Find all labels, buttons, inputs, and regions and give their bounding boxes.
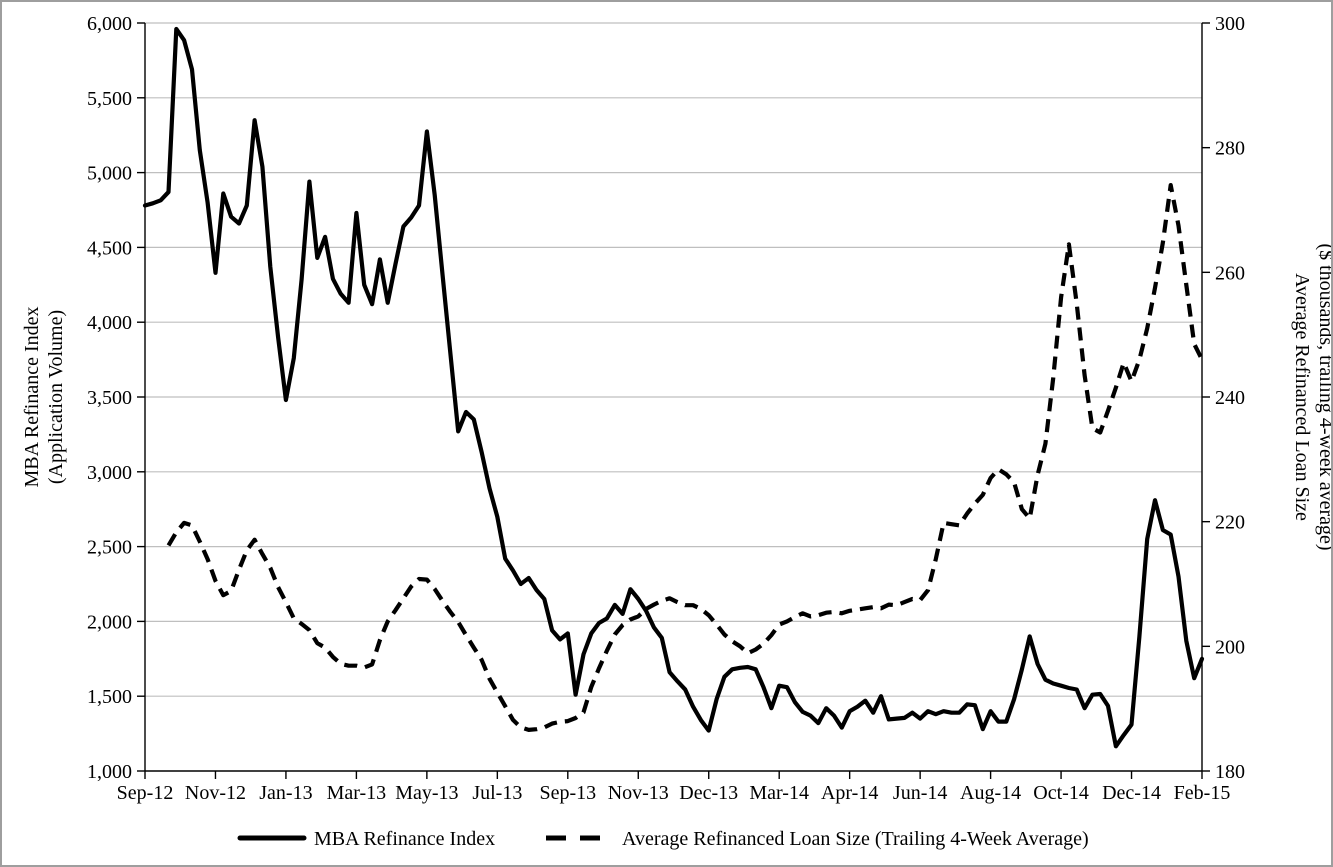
left-tick-label: 5,500 bbox=[87, 88, 132, 110]
x-tick-label: Mar-13 bbox=[327, 782, 387, 804]
x-tick-label: Aug-14 bbox=[960, 782, 1021, 804]
x-tick-label: May-13 bbox=[395, 782, 458, 804]
x-tick-label: Jan-13 bbox=[259, 782, 312, 804]
left-axis-title-line1: MBA Refinance Index bbox=[21, 306, 43, 487]
legend-label-loan-size: Average Refinanced Loan Size (Trailing 4… bbox=[622, 828, 1089, 850]
left-tick-label: 5,000 bbox=[87, 163, 132, 185]
right-axis-title-line1: Average Refinanced Loan Size bbox=[1291, 273, 1313, 521]
right-tick-label: 240 bbox=[1215, 387, 1245, 409]
right-tick-label: 200 bbox=[1215, 636, 1245, 658]
x-tick-label: Sep-12 bbox=[117, 782, 174, 804]
left-axis-title-line2: (Application Volume) bbox=[45, 310, 67, 484]
x-tick-label: Mar-14 bbox=[749, 782, 809, 804]
right-axis-title-line2: ($ thousands, trailing 4-week average) bbox=[1315, 243, 1331, 550]
left-tick-label: 2,000 bbox=[87, 611, 132, 633]
x-tick-label: Nov-12 bbox=[185, 782, 246, 804]
mba-refinance-index-line bbox=[142, 26, 1205, 749]
left-tick-label: 2,500 bbox=[87, 537, 132, 559]
left-tick-label: 3,000 bbox=[87, 462, 132, 484]
x-tick-label: Nov-13 bbox=[608, 782, 669, 804]
x-tick-label: Oct-14 bbox=[1033, 782, 1089, 804]
x-tick-label: Jun-14 bbox=[893, 782, 947, 804]
left-tick-label: 1,500 bbox=[87, 686, 132, 708]
right-tick-label: 220 bbox=[1215, 512, 1245, 534]
left-tick-label: 4,500 bbox=[87, 237, 132, 259]
x-tick-label: Feb-15 bbox=[1174, 782, 1231, 804]
right-tick-label: 280 bbox=[1215, 138, 1245, 160]
x-tick-label: Dec-13 bbox=[679, 782, 738, 804]
x-tick-label: Dec-14 bbox=[1102, 782, 1161, 804]
right-tick-label: 260 bbox=[1215, 262, 1245, 284]
left-tick-label: 4,000 bbox=[87, 312, 132, 334]
x-tick-label: Apr-14 bbox=[821, 782, 878, 804]
x-tick-label: Sep-13 bbox=[539, 782, 596, 804]
left-tick-label: 3,500 bbox=[87, 387, 132, 409]
right-tick-label: 180 bbox=[1215, 761, 1245, 783]
left-tick-label: 6,000 bbox=[87, 13, 132, 35]
right-tick-label: 300 bbox=[1215, 13, 1245, 35]
left-tick-label: 1,000 bbox=[87, 761, 132, 783]
legend-label-mba: MBA Refinance Index bbox=[314, 828, 495, 850]
avg-refinanced-loan-size-line bbox=[166, 183, 1204, 732]
x-tick-label: Jul-13 bbox=[472, 782, 522, 804]
